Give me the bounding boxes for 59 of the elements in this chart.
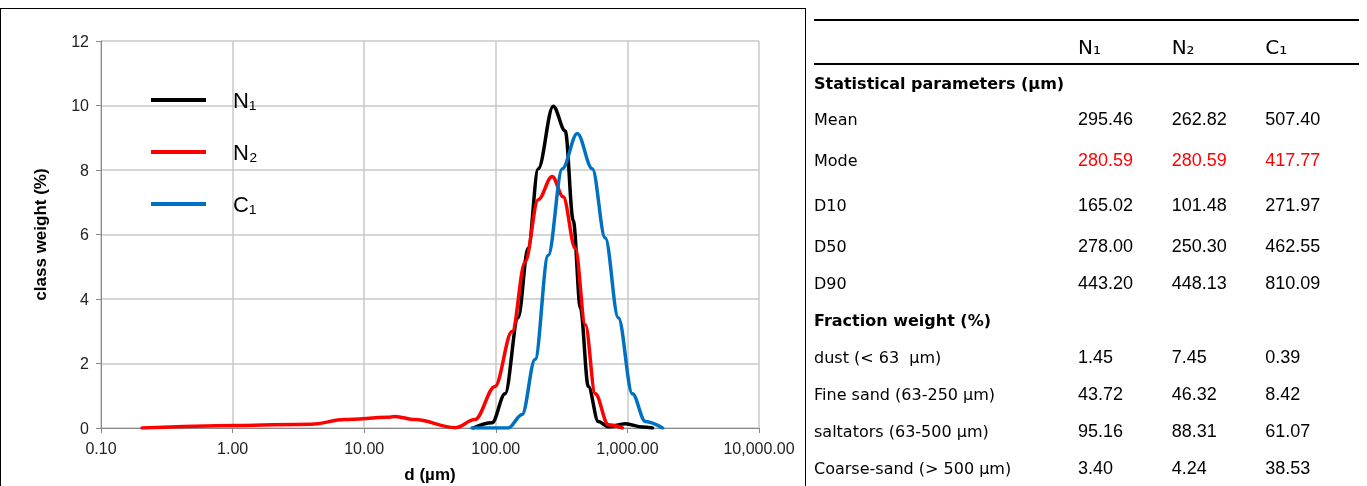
data-label: 250.30 (1171, 235, 1228, 258)
text: N₁ (1078, 34, 1102, 61)
category-label: D10 (814, 195, 848, 217)
data-label: 95.16 (1078, 420, 1125, 443)
data-label: 38.53 (1265, 457, 1312, 480)
y-tick-label: 8 (80, 161, 90, 179)
data-label: 46.32 (1171, 383, 1218, 406)
x-tick-label: 100.00 (471, 439, 521, 457)
data-label: 0.39 (1265, 346, 1302, 369)
y-tick-label: 12 (71, 32, 90, 50)
data-label: 262.82 (1171, 108, 1228, 131)
data-label: 295.46 (1078, 108, 1135, 131)
data-label: 101.48 (1171, 194, 1228, 217)
category-label: Statistical parameters (µm) (814, 72, 1066, 95)
data-label: 8.42 (1265, 383, 1302, 406)
data-label: 4.24 (1171, 457, 1208, 480)
legend-label: C₁ (233, 191, 257, 217)
data-label: 43.72 (1078, 383, 1125, 406)
y-tick-label: 6 (80, 226, 90, 243)
legend-label: N₁ (233, 87, 257, 113)
y-axis-title: class weight (%) (31, 168, 50, 301)
data-label: 61.07 (1265, 420, 1312, 443)
text: C₁ (1265, 34, 1289, 61)
category-label: Fraction weight (%) (814, 310, 992, 332)
data-label: 165.02 (1078, 194, 1135, 217)
category-label: Mode (814, 150, 859, 172)
data-label: 280.59 (1171, 149, 1228, 172)
data-label: 278.00 (1078, 235, 1135, 258)
category-label: Fine sand (63-250 µm) (814, 384, 997, 406)
data-label: 271.97 (1265, 194, 1322, 217)
category-label: dust (< 63 µm) (814, 347, 943, 369)
y-tick-label: 10 (71, 97, 90, 114)
x-tick-label: 10,000.00 (723, 439, 795, 457)
text: N₂ (1171, 34, 1196, 61)
category-label: Coarse-sand (> 500 µm) (814, 458, 1013, 480)
category-label: D50 (814, 236, 848, 258)
x-tick-label: 1,000.00 (596, 439, 659, 457)
data-label: 810.09 (1265, 272, 1322, 295)
legend-label: N₂ (233, 139, 258, 165)
data-label: 7.45 (1171, 346, 1208, 369)
y-tick-label: 4 (80, 290, 90, 308)
data-label: 462.55 (1265, 235, 1322, 258)
x-tick-label: 1.00 (217, 439, 249, 457)
data-label: 448.13 (1171, 272, 1228, 295)
x-tick-label: 10.00 (344, 439, 385, 457)
category-label: saltators (63-500 µm) (814, 421, 990, 443)
data-label: 507.40 (1265, 108, 1322, 131)
y-tick-label: 0 (80, 419, 90, 437)
category-label: D90 (814, 273, 848, 295)
data-label: 417.77 (1265, 149, 1322, 172)
x-tick-label: 0.10 (85, 439, 117, 457)
data-label: 1.45 (1078, 346, 1115, 369)
category-label: Mean (814, 109, 859, 131)
data-label: 88.31 (1171, 420, 1218, 443)
data-label: 280.59 (1078, 149, 1135, 172)
data-label: 3.40 (1078, 457, 1115, 480)
x-axis-title: d (µm) (404, 465, 456, 484)
data-label: 443.20 (1078, 272, 1135, 295)
y-tick-label: 2 (80, 355, 90, 372)
